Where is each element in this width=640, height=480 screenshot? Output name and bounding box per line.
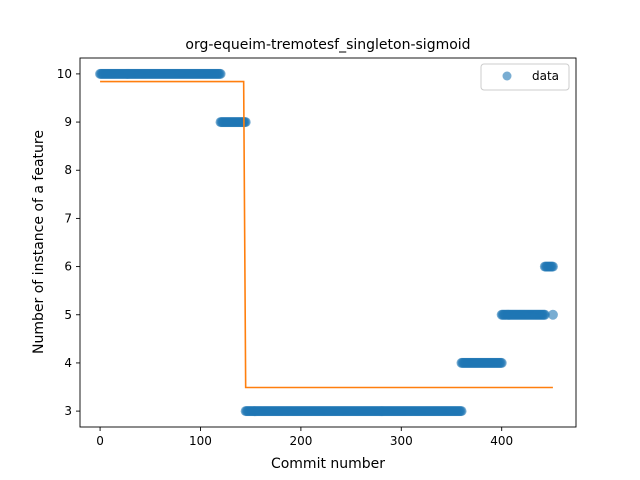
plot-frame (79, 57, 577, 428)
data-point (496, 357, 507, 368)
x-tick-label: 100 (189, 434, 212, 448)
data-point (539, 309, 550, 320)
y-tick-label: 8 (64, 163, 72, 177)
y-tick-label: 10 (57, 67, 72, 81)
legend-label-data: data (532, 69, 559, 83)
x-axis: 0 100 200 300 400 (96, 427, 513, 448)
y-tick-label: 9 (64, 115, 72, 129)
y-tick-label: 6 (64, 260, 72, 274)
x-tick-label: 200 (289, 434, 312, 448)
data-point (547, 309, 558, 320)
x-tick-label: 400 (490, 434, 513, 448)
chart-title: org-equeim-tremotesf_singleton-sigmoid (185, 37, 470, 53)
y-tick-label: 5 (64, 308, 72, 322)
y-tick-label: 3 (64, 404, 72, 418)
series-data (95, 68, 558, 417)
fit-line (100, 80, 553, 389)
data-point (240, 117, 251, 128)
y-axis-label: Number of instance of a feature (31, 130, 47, 354)
data-point (215, 68, 226, 79)
y-axis: 3 4 5 6 7 8 9 10 (57, 67, 80, 418)
plot-area (95, 68, 558, 417)
x-tick-label: 300 (390, 434, 413, 448)
data-point (547, 261, 558, 272)
y-tick-label: 4 (64, 356, 72, 370)
legend: data (480, 63, 570, 91)
data-point (456, 406, 467, 417)
legend-marker-data (502, 71, 512, 81)
x-tick-label: 0 (96, 434, 104, 448)
x-axis-label: Commit number (271, 456, 385, 472)
legend-box (480, 63, 570, 91)
y-tick-label: 7 (64, 211, 72, 225)
